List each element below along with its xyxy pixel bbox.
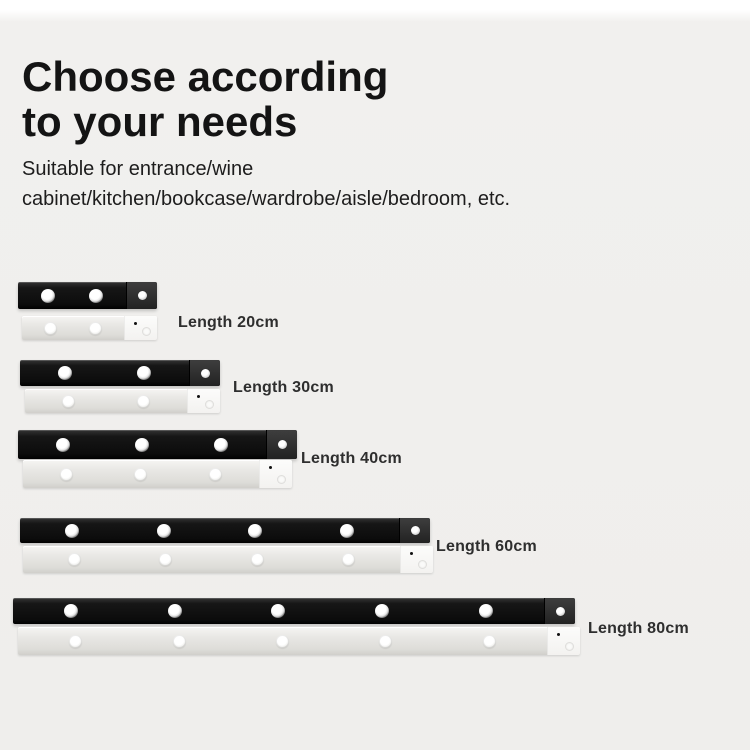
light-bar-black-40cm bbox=[18, 430, 297, 459]
light-bar-black-80cm bbox=[13, 598, 575, 624]
indicator-dot-icon bbox=[410, 552, 413, 555]
page-subtitle: Suitable for entrance/wine cabinet/kitch… bbox=[22, 154, 510, 214]
length-label: Length 30cm bbox=[233, 379, 334, 396]
led-strip bbox=[18, 430, 266, 459]
length-label: Length 60cm bbox=[436, 538, 537, 555]
led-strip bbox=[20, 360, 189, 386]
led-light-icon bbox=[62, 394, 75, 408]
led-light-icon bbox=[68, 553, 82, 566]
indicator-dot-icon bbox=[269, 466, 272, 469]
led-light-icon bbox=[59, 467, 73, 481]
light-bar-black-20cm bbox=[18, 282, 157, 309]
led-light-icon bbox=[58, 366, 73, 380]
length-label: Length 40cm bbox=[301, 450, 402, 467]
led-light-icon bbox=[340, 523, 355, 538]
motion-sensor bbox=[547, 627, 580, 655]
length-label: Length 20cm bbox=[178, 314, 279, 331]
sensor-lens-icon bbox=[418, 560, 427, 569]
sensor-lens-icon bbox=[200, 368, 210, 378]
page-subtitle-line-2: cabinet/kitchen/bookcase/wardrobe/aisle/… bbox=[22, 188, 511, 210]
light-bar-silver-60cm bbox=[23, 546, 433, 573]
motion-sensor bbox=[126, 282, 157, 309]
led-light-icon bbox=[56, 437, 71, 452]
sensor-lens-icon bbox=[565, 642, 574, 651]
led-light-icon bbox=[172, 634, 186, 648]
led-light-icon bbox=[271, 604, 286, 618]
led-light-icon bbox=[341, 553, 355, 566]
led-light-icon bbox=[134, 467, 148, 481]
motion-sensor bbox=[187, 389, 220, 413]
sensor-lens-icon bbox=[142, 327, 151, 336]
led-light-icon bbox=[137, 394, 150, 408]
led-strip bbox=[13, 598, 544, 624]
led-light-icon bbox=[89, 288, 103, 303]
sensor-lens-icon bbox=[555, 606, 565, 616]
page-subtitle-line-1: Suitable for entrance/wine bbox=[22, 158, 254, 180]
light-bar-silver-40cm bbox=[23, 460, 292, 488]
light-bar-silver-20cm bbox=[22, 316, 157, 340]
page-title-line-2: to your needs bbox=[22, 98, 298, 146]
led-strip bbox=[20, 518, 399, 543]
indicator-dot-icon bbox=[197, 395, 200, 398]
led-strip bbox=[22, 316, 124, 340]
led-light-icon bbox=[248, 523, 263, 538]
led-light-icon bbox=[159, 553, 173, 566]
motion-sensor bbox=[189, 360, 220, 386]
motion-sensor bbox=[259, 460, 292, 488]
led-light-icon bbox=[209, 467, 223, 481]
length-label: Length 80cm bbox=[588, 620, 689, 637]
led-light-icon bbox=[379, 634, 393, 648]
sensor-lens-icon bbox=[137, 291, 147, 300]
led-light-icon bbox=[375, 604, 390, 618]
light-bar-black-60cm bbox=[20, 518, 430, 543]
light-bar-silver-80cm bbox=[18, 627, 580, 655]
led-light-icon bbox=[69, 634, 83, 648]
indicator-dot-icon bbox=[134, 322, 137, 325]
motion-sensor bbox=[399, 518, 430, 543]
led-strip bbox=[18, 282, 126, 309]
led-strip bbox=[23, 460, 259, 488]
led-light-icon bbox=[482, 634, 496, 648]
sensor-lens-icon bbox=[410, 526, 420, 535]
page-title: Choose according to your needs bbox=[22, 54, 388, 144]
motion-sensor bbox=[124, 316, 157, 340]
led-light-icon bbox=[156, 523, 171, 538]
sensor-lens-icon bbox=[277, 475, 286, 484]
led-light-icon bbox=[64, 523, 79, 538]
led-light-icon bbox=[44, 321, 57, 335]
sensor-lens-icon bbox=[205, 400, 214, 409]
motion-sensor bbox=[544, 598, 575, 624]
led-light-icon bbox=[250, 553, 264, 566]
led-light-icon bbox=[167, 604, 182, 618]
led-strip bbox=[18, 627, 547, 655]
light-bar-silver-30cm bbox=[25, 389, 220, 413]
led-light-icon bbox=[89, 321, 102, 335]
led-light-icon bbox=[134, 437, 149, 452]
indicator-dot-icon bbox=[557, 633, 560, 636]
led-light-icon bbox=[275, 634, 289, 648]
led-strip bbox=[25, 389, 187, 413]
page-title-line-1: Choose according bbox=[22, 53, 389, 101]
led-light-icon bbox=[41, 288, 55, 303]
motion-sensor bbox=[266, 430, 297, 459]
led-light-icon bbox=[63, 604, 78, 618]
light-bar-black-30cm bbox=[20, 360, 220, 386]
motion-sensor bbox=[400, 546, 433, 573]
sensor-lens-icon bbox=[277, 440, 287, 449]
led-light-icon bbox=[479, 604, 494, 618]
led-light-icon bbox=[213, 437, 228, 452]
led-light-icon bbox=[136, 366, 151, 380]
led-strip bbox=[23, 546, 400, 573]
